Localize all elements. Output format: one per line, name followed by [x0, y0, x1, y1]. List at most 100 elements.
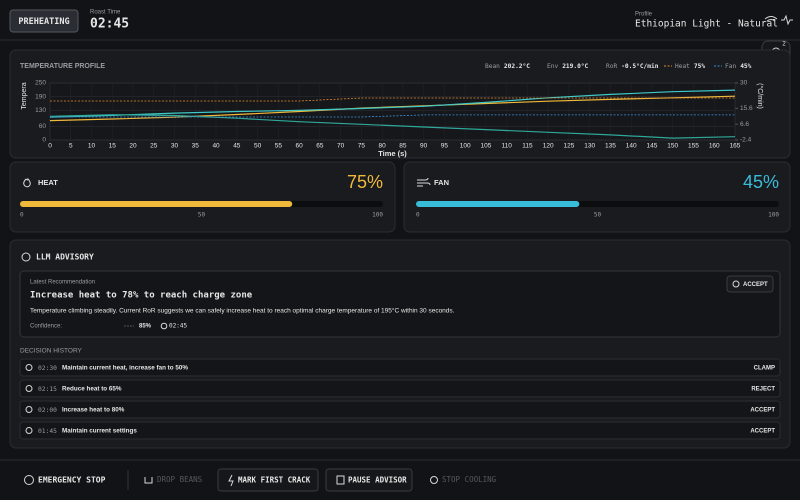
scale-label: 0	[20, 212, 24, 219]
heat-panel	[9, 161, 396, 233]
x-tick-label: 15	[109, 143, 117, 150]
flame-icon	[23, 177, 31, 188]
history-icon	[25, 406, 33, 413]
x-tick-label: 55	[275, 143, 283, 150]
heat-label: HEAT	[38, 178, 58, 187]
x-tick-label: 30	[171, 143, 179, 150]
y2-tick-label: 30	[740, 80, 748, 87]
recommendation-label: Latest Recommendation	[30, 280, 95, 286]
x-tick-label: 20	[129, 143, 137, 150]
mark-first-crack-button[interactable]	[217, 468, 319, 492]
x-tick-label: 150	[667, 143, 678, 150]
y-tick-label: 250	[35, 80, 46, 87]
fan-panel	[403, 161, 791, 233]
x-tick-label: 155	[688, 143, 699, 150]
legend-name: Heat	[675, 63, 690, 70]
recommendation-card	[19, 270, 781, 338]
history-text: Reduce heat to 65%	[62, 386, 122, 393]
legend-readout: 45%	[740, 63, 751, 70]
history-row	[19, 400, 781, 419]
history-status: REJECT	[751, 387, 775, 393]
x-tick-label: 105	[480, 143, 491, 150]
scale-label: 50	[594, 212, 602, 219]
x-tick-label: 100	[460, 143, 471, 150]
scale-label: 50	[198, 212, 206, 219]
recommendation-headline: Increase heat to 78% to reach charge zon…	[30, 291, 253, 301]
x-tick-label: 110	[501, 143, 512, 150]
roast-time-label: Roast Time	[90, 10, 121, 16]
history-time: 02:30	[38, 365, 57, 372]
history-text: Increase heat to 80%	[62, 407, 125, 414]
x-tick-label: 140	[626, 143, 637, 150]
plot-area	[49, 82, 736, 141]
stop-cooling[interactable]: STOP COOLING	[442, 475, 497, 484]
fan-bar	[416, 201, 580, 207]
x-axis-label: Time (s)	[378, 149, 407, 158]
drop-icon	[144, 477, 153, 484]
scale-label: 0	[416, 212, 420, 219]
pause-advisor-button[interactable]	[325, 468, 413, 492]
x-tick-label: 130	[584, 143, 595, 150]
x-tick-label: 115	[522, 143, 533, 150]
history-row	[19, 358, 781, 377]
legend-readout: -0.5°C/min	[621, 62, 659, 70]
x-tick-label: 75	[358, 143, 366, 150]
confidence-value: 85%	[139, 324, 152, 330]
x-tick-label: 90	[420, 143, 428, 150]
history-icon	[25, 427, 33, 434]
legend-name: Fan	[725, 63, 736, 70]
cooling-icon	[430, 476, 438, 484]
history-status: CLAMP	[754, 366, 775, 372]
legend-readout: 202.2°C	[504, 62, 530, 70]
y-tick-label: 0	[42, 137, 46, 144]
history-icon	[25, 385, 33, 392]
advisory-icon	[21, 252, 31, 262]
x-tick-label: 40	[212, 143, 220, 150]
x-tick-label: 120	[543, 143, 554, 150]
legend-name: Bean	[485, 63, 500, 70]
x-tick-label: 160	[709, 143, 720, 150]
x-tick-label: 95	[441, 143, 449, 150]
legend-name: RoR	[606, 63, 617, 70]
mark-first-crack: MARK FIRST CRACK	[238, 476, 311, 485]
x-tick-label: 0	[48, 143, 52, 150]
history-status: ACCEPT	[750, 429, 775, 435]
scale-label: 100	[372, 212, 383, 219]
x-tick-label: 60	[295, 143, 303, 150]
confidence-label: Confidence:	[30, 324, 62, 330]
history-list: 02:30 Maintain current heat, increase fan…	[19, 358, 781, 440]
wifi-icon	[764, 16, 778, 22]
series-line	[50, 97, 735, 102]
series-line	[49, 89, 736, 118]
legend-readout: 75%	[694, 63, 705, 70]
history-text: Maintain current heat, increase fan to 5…	[62, 365, 188, 372]
x-tick-label: 45	[233, 143, 241, 150]
y-tick-label: 130	[35, 107, 46, 114]
accept-label: ACCEPT	[743, 282, 768, 288]
chart-title: TEMPERATURE PROFILE	[20, 63, 105, 70]
history-time: 02:15	[38, 386, 57, 393]
scale-label: 100	[768, 212, 779, 219]
series-line	[49, 114, 736, 139]
y2-tick-label: 15.6	[740, 105, 753, 112]
drop-beans[interactable]: DROP BEANS	[157, 475, 203, 484]
x-tick-label: 145	[647, 143, 658, 150]
activity-icon	[781, 14, 793, 26]
x-tick-label: 25	[150, 143, 158, 150]
advisory-title: LLM ADVISORY	[36, 253, 94, 262]
clock-icon	[160, 322, 168, 330]
y2-tick-label: 6.6	[740, 121, 749, 128]
history-time: 02:00	[38, 407, 57, 414]
emergency-stop[interactable]: EMERGENCY STOP	[38, 476, 106, 485]
x-tick-label: 10	[88, 143, 96, 150]
accept-button[interactable]	[726, 275, 774, 293]
x-tick-label: 125	[564, 143, 575, 150]
x-tick-label: 80	[379, 143, 387, 150]
history-text: Maintain current settings	[62, 428, 137, 435]
notification-count: 2	[782, 42, 786, 48]
status: PREHEATING	[18, 17, 69, 27]
history-time: 01:45	[38, 428, 57, 435]
x-tick-label: 50	[254, 143, 262, 150]
x-tick-label: 135	[605, 143, 616, 150]
